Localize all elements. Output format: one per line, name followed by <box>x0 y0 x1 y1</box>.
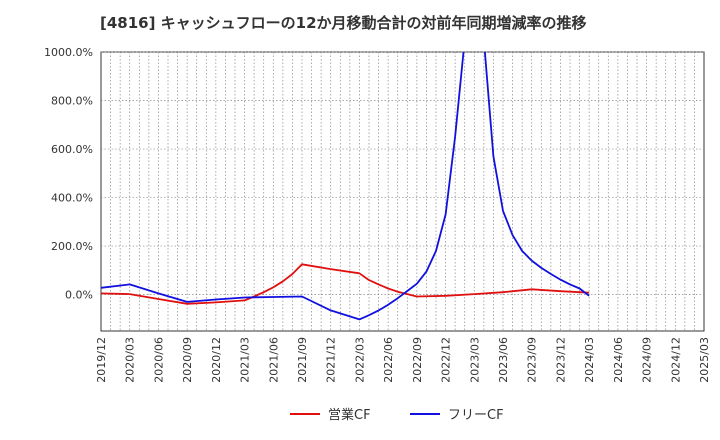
x-tick-label: 2023/12 <box>554 337 567 383</box>
y-tick-label: 400.0% <box>51 192 93 205</box>
series-line-free-cf <box>101 52 590 321</box>
legend-label-free-cf: フリーCF <box>448 408 504 423</box>
series-lines <box>101 52 590 321</box>
x-tick-label: 2020/06 <box>152 337 165 383</box>
y-tick-label: 800.0% <box>51 95 93 108</box>
y-tick-label: 0.0% <box>65 289 93 302</box>
x-tick-label: 2021/09 <box>296 337 309 383</box>
x-tick-label: 2021/12 <box>325 337 338 383</box>
x-tick-label: 2021/03 <box>239 337 252 383</box>
x-tick-label: 2020/03 <box>124 337 137 383</box>
chart-title: [4816] キャッシュフローの12か月移動合計の対前年同期増減率の推移 <box>100 14 587 32</box>
series-line-operating-cf <box>101 263 590 305</box>
y-axis-ticks: 1000.0% 800.0% 600.0% 400.0% 200.0% 0.0% <box>44 46 93 302</box>
x-tick-label: 2020/09 <box>181 337 194 383</box>
x-tick-label: 2020/12 <box>210 337 223 383</box>
x-tick-label: 2024/12 <box>669 337 682 383</box>
x-axis-ticks: 2019/12 2020/03 2020/06 2020/09 2020/12 2021/… <box>95 337 711 383</box>
x-tick-label: 2025/03 <box>698 337 711 383</box>
x-tick-label: 2023/09 <box>526 337 539 383</box>
x-tick-label: 2022/03 <box>353 337 366 383</box>
x-tick-label: 2024/09 <box>641 337 654 383</box>
x-tick-label: 2022/12 <box>440 337 453 383</box>
x-tick-label: 2021/06 <box>267 337 280 383</box>
x-tick-label: 2024/06 <box>612 337 625 383</box>
x-tick-label: 2022/06 <box>382 337 395 383</box>
grid <box>101 51 704 331</box>
x-tick-label: 2024/03 <box>583 337 596 383</box>
plot-frame <box>100 51 705 332</box>
x-tick-label: 2023/06 <box>497 337 510 383</box>
y-tick-label: 200.0% <box>51 240 93 253</box>
y-tick-label: 600.0% <box>51 143 93 156</box>
x-tick-label: 2023/03 <box>468 337 481 383</box>
legend: 営業CF フリーCF <box>290 407 504 423</box>
x-tick-label: 2022/09 <box>411 337 424 383</box>
legend-label-operating-cf: 営業CF <box>328 407 371 423</box>
x-tick-label: 2019/12 <box>95 337 108 383</box>
y-tick-label: 1000.0% <box>44 46 93 59</box>
